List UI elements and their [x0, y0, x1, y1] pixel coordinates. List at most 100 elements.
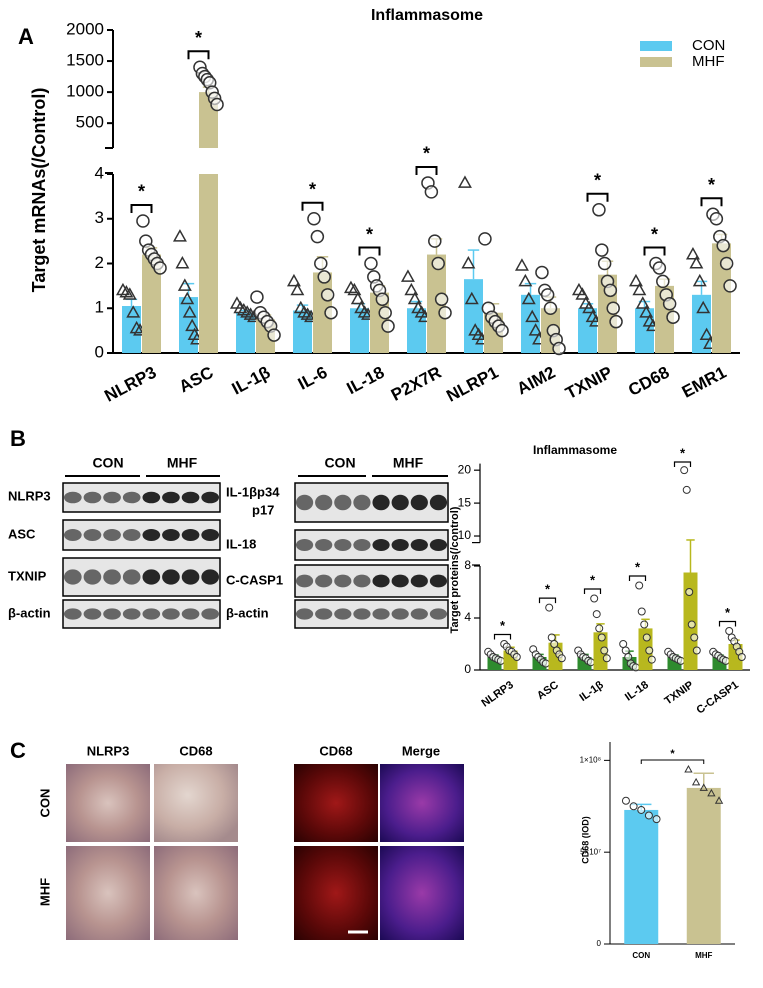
x-tick-label: TXNIP: [662, 679, 695, 707]
data-point: [136, 214, 150, 228]
x-tick-label: AIM2: [514, 363, 559, 399]
data-point: [575, 287, 590, 300]
data-point: [595, 624, 604, 633]
data-point: [464, 291, 479, 305]
data-point: [687, 620, 696, 629]
blot-band: [391, 608, 409, 620]
data-point: [642, 633, 651, 642]
micrograph-row: CON: [37, 789, 52, 818]
data-point: [666, 310, 680, 324]
data-point: [590, 594, 599, 603]
y-tick-label: 10: [458, 528, 472, 542]
data-point: [119, 285, 134, 298]
data-point: [629, 802, 638, 811]
bar: [464, 279, 483, 353]
blot-label: β-actin: [226, 605, 269, 620]
bar: [712, 243, 731, 353]
data-point: [685, 588, 694, 596]
data-point: [317, 270, 331, 284]
blot-group: MHF: [393, 455, 424, 471]
data-point: [639, 305, 654, 318]
micrograph: [66, 846, 150, 940]
blot-band: [391, 494, 409, 511]
x-tick-label: IL-1β: [577, 679, 606, 704]
bar: [236, 312, 255, 353]
data-point: [175, 255, 190, 269]
data-point: [647, 655, 656, 664]
significance-bracket: [130, 203, 153, 213]
blot-band: [103, 529, 121, 541]
y-tick-label: 0: [597, 939, 602, 948]
significance-bracket: [700, 197, 723, 207]
data-point: [582, 300, 597, 314]
data-point: [180, 291, 195, 305]
data-point: [535, 265, 549, 280]
significance-label: *: [545, 582, 551, 597]
significance-label: *: [670, 748, 675, 760]
y-axis-label: CD68 (IOD): [580, 816, 590, 864]
x-tick-label: CD68: [625, 363, 672, 400]
blot-band: [353, 539, 371, 551]
data-point: [690, 633, 699, 642]
data-point: [478, 232, 492, 246]
blot-band: [353, 494, 371, 511]
data-point: [528, 323, 543, 336]
data-point: [640, 620, 649, 629]
blot-band: [63, 608, 82, 620]
data-point: [431, 256, 445, 271]
data-point: [300, 307, 315, 320]
micrograph: [154, 846, 238, 940]
blot-label: ASC: [8, 526, 36, 541]
blot-band: [122, 529, 141, 541]
data-point: [307, 212, 321, 226]
data-point: [126, 305, 141, 318]
blot-label: IL-1βp34: [226, 484, 280, 499]
blot-band: [315, 539, 333, 551]
significance-label: *: [680, 445, 686, 460]
data-point: [699, 327, 714, 341]
data-point: [635, 296, 650, 309]
data-point: [290, 282, 305, 296]
data-point: [541, 659, 550, 668]
data-point: [381, 319, 395, 333]
blot-band: [372, 494, 390, 511]
micrograph-row: MHF: [37, 878, 52, 906]
data-point: [250, 290, 264, 304]
bar: [521, 294, 540, 353]
significance-bracket: [583, 588, 602, 594]
panel-label: B: [10, 426, 26, 451]
panel-label: C: [10, 738, 26, 763]
data-point: [691, 777, 701, 786]
data-point: [586, 658, 595, 667]
significance-bracket: [628, 575, 647, 581]
blot-band: [103, 608, 121, 620]
blot-band: [103, 569, 121, 585]
y-axis-label: Target mRNAs(/Control): [29, 88, 49, 293]
data-point: [512, 653, 521, 661]
data-point: [172, 229, 187, 242]
blot-group: CON: [92, 455, 123, 471]
data-point: [645, 646, 654, 655]
blot-band: [142, 608, 161, 620]
data-point: [434, 292, 449, 307]
blot-band: [181, 569, 200, 585]
data-point: [692, 273, 707, 287]
blot-band: [315, 608, 333, 620]
data-point: [115, 282, 130, 296]
blot-band: [162, 569, 180, 585]
y-tick-label: 0: [464, 662, 471, 676]
data-point: [621, 796, 630, 805]
data-point: [378, 305, 392, 320]
bar: [427, 254, 446, 353]
blot-group: MHF: [167, 455, 198, 471]
data-point: [699, 783, 708, 791]
micrograph: [294, 764, 378, 842]
data-point: [635, 581, 644, 590]
blot-band: [83, 569, 102, 585]
x-tick-label: NLRP3: [479, 679, 515, 710]
data-point: [320, 288, 335, 302]
data-point: [552, 341, 566, 356]
data-point: [457, 175, 472, 188]
blot-band: [122, 608, 141, 620]
